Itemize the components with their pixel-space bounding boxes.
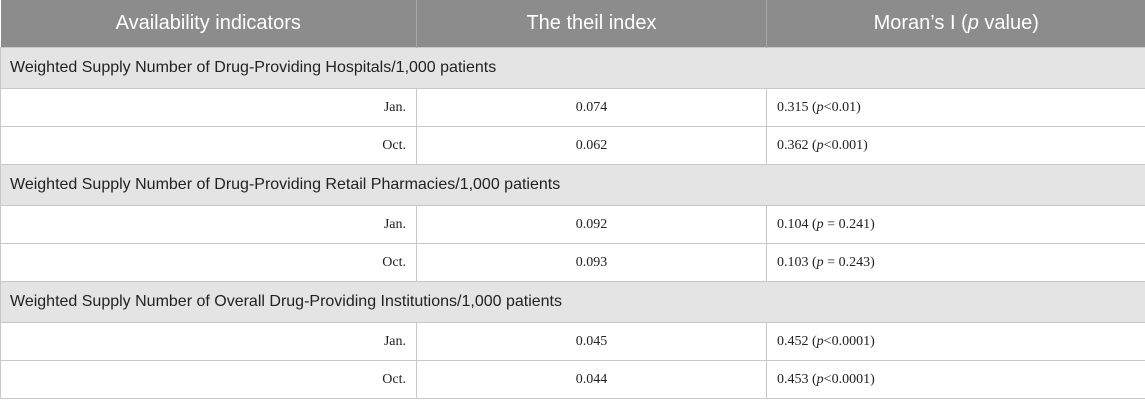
- moran-cell: 0.452 (p<0.0001): [766, 322, 1145, 361]
- header-morans-i: Moran’s I (p value): [766, 0, 1145, 48]
- row-label: Oct.: [0, 126, 417, 165]
- section-row-retail-pharmacies: Weighted Supply Number of Drug-Providing…: [0, 164, 1145, 206]
- section-title: Weighted Supply Number of Overall Drug-P…: [0, 281, 1145, 323]
- theil-value: 0.093: [416, 243, 767, 282]
- row-label: Jan.: [0, 205, 417, 244]
- moran-cell: 0.362 (p<0.001): [766, 126, 1145, 165]
- moran-cell: 0.104 (p = 0.241): [766, 205, 1145, 244]
- header-morans-suffix: value): [978, 12, 1039, 34]
- header-availability-indicators: Availability indicators: [0, 0, 417, 48]
- moran-p-value: <0.01: [823, 99, 857, 115]
- theil-value: 0.062: [416, 126, 767, 165]
- table-row: Jan. 0.092 0.104 (p = 0.241): [0, 205, 1145, 244]
- section-row-hospitals: Weighted Supply Number of Drug-Providing…: [0, 47, 1145, 89]
- header-morans-prefix: Moran’s I (: [873, 12, 968, 34]
- theil-value: 0.045: [416, 322, 767, 361]
- row-label: Oct.: [0, 360, 417, 399]
- moran-value: 0.104: [777, 216, 809, 232]
- moran-p-value: <0.0001: [823, 333, 871, 349]
- table-row: Jan. 0.074 0.315 (p<0.01): [0, 88, 1145, 127]
- table-row: Oct. 0.093 0.103 (p = 0.243): [0, 243, 1145, 282]
- header-morans-p: p: [967, 12, 979, 34]
- section-title: Weighted Supply Number of Drug-Providing…: [0, 47, 1145, 89]
- table-row: Oct. 0.062 0.362 (p<0.001): [0, 126, 1145, 165]
- moran-p-value: = 0.241: [823, 216, 871, 232]
- moran-value: 0.362: [777, 137, 809, 153]
- table-row: Oct. 0.044 0.453 (p<0.0001): [0, 360, 1145, 399]
- moran-p-value: = 0.243: [823, 254, 871, 270]
- theil-value: 0.074: [416, 88, 767, 127]
- theil-value: 0.092: [416, 205, 767, 244]
- table-row: Jan. 0.045 0.452 (p<0.0001): [0, 322, 1145, 361]
- row-label: Jan.: [0, 88, 417, 127]
- theil-value: 0.044: [416, 360, 767, 399]
- moran-value: 0.453: [777, 371, 809, 387]
- row-label: Jan.: [0, 322, 417, 361]
- moran-cell: 0.453 (p<0.0001): [766, 360, 1145, 399]
- moran-cell: 0.103 (p = 0.243): [766, 243, 1145, 282]
- header-row: Availability indicators The theil index …: [0, 0, 1145, 48]
- moran-value: 0.315: [777, 99, 809, 115]
- moran-value: 0.103: [777, 254, 809, 270]
- moran-p-value: <0.001: [823, 137, 864, 153]
- header-theil-index: The theil index: [416, 0, 767, 48]
- moran-value: 0.452: [777, 333, 809, 349]
- row-label: Oct.: [0, 243, 417, 282]
- moran-p-value: <0.0001: [823, 371, 871, 387]
- moran-cell: 0.315 (p<0.01): [766, 88, 1145, 127]
- section-row-overall-institutions: Weighted Supply Number of Overall Drug-P…: [0, 281, 1145, 323]
- section-title: Weighted Supply Number of Drug-Providing…: [0, 164, 1145, 206]
